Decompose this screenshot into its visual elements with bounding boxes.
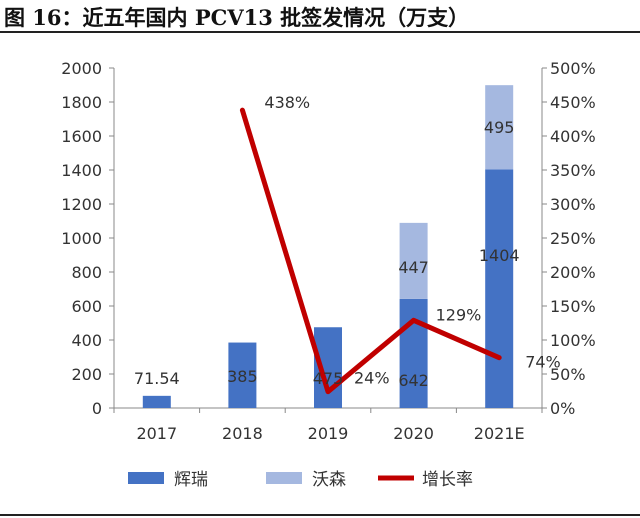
growth-line-group xyxy=(239,107,502,395)
bar-pfizer xyxy=(485,169,514,408)
legend-label: 增长率 xyxy=(422,470,473,490)
legend-swatch xyxy=(128,472,164,484)
data-label-growth: 24% xyxy=(354,369,390,388)
top-rule xyxy=(0,31,640,33)
y-right-tick-label: 500% xyxy=(550,59,596,78)
chart-title: 图 16：近五年国内 PCV13 批签发情况（万支） xyxy=(4,5,470,30)
y-left-tick-label: 800 xyxy=(71,263,102,282)
axes-group: 0 200 400 600 800 1000 1200 1400 1600 1800 2000 0% 5… xyxy=(61,59,595,443)
data-labels-group: 71.54 385 475 642 1404 447 495 438% 24% 129% 74% xyxy=(134,93,561,390)
bar-pfizer xyxy=(399,298,428,408)
x-tick-label: 2021E xyxy=(474,424,525,443)
bar-pfizer xyxy=(142,395,171,408)
data-label-growth: 129% xyxy=(436,305,482,324)
x-tick-label: 2017 xyxy=(136,424,177,443)
x-tick-label: 2019 xyxy=(308,424,349,443)
legend-item-pfizer: 辉瑞 xyxy=(128,470,208,490)
x-tick-label: 2018 xyxy=(222,424,263,443)
legend-label: 沃森 xyxy=(312,470,346,490)
bar-walvax xyxy=(485,85,514,170)
legend-label: 辉瑞 xyxy=(174,470,208,490)
data-label-growth: 438% xyxy=(264,93,310,112)
data-label-pfizer: 71.54 xyxy=(134,369,180,388)
y-right-tick-label: 250% xyxy=(550,229,596,248)
x-tick-label: 2020 xyxy=(393,424,434,443)
y-right-tick-label: 150% xyxy=(550,297,596,316)
legend-item-walvax: 沃森 xyxy=(266,470,346,490)
y-left-tick-label: 1000 xyxy=(61,229,102,248)
y-right-tick-label: 350% xyxy=(550,161,596,180)
legend: 辉瑞 沃森 增长率 xyxy=(128,470,473,490)
data-label-walvax: 447 xyxy=(398,258,429,277)
bottom-rule xyxy=(0,514,640,516)
y-left-tick-label: 400 xyxy=(71,331,102,350)
y-left-tick-label: 1400 xyxy=(61,161,102,180)
y-right-tick-label: 400% xyxy=(550,127,596,146)
data-label-growth: 74% xyxy=(525,353,561,372)
y-left-tick-label: 1600 xyxy=(61,127,102,146)
y-right-tick-label: 50% xyxy=(550,365,586,384)
y-left-tick-label: 1800 xyxy=(61,93,102,112)
y-left-tick-label: 1200 xyxy=(61,195,102,214)
y-left-tick-label: 200 xyxy=(71,365,102,384)
y-right-tick-label: 450% xyxy=(550,93,596,112)
data-label-pfizer: 475 xyxy=(313,369,344,388)
legend-item-growth: 增长率 xyxy=(378,470,473,490)
y-right-tick-label: 100% xyxy=(550,331,596,350)
bars-group xyxy=(142,85,514,408)
growth-rate-line xyxy=(239,107,502,395)
y-left-tick-label: 600 xyxy=(71,297,102,316)
legend-swatch xyxy=(266,472,302,484)
y-right-tick-label: 0% xyxy=(550,399,575,418)
y-left-tick-label: 2000 xyxy=(61,59,102,78)
data-label-pfizer: 385 xyxy=(227,367,258,386)
data-label-walvax: 495 xyxy=(484,118,515,137)
data-label-pfizer: 1404 xyxy=(479,246,520,265)
bar-pfizer xyxy=(228,342,257,408)
y-right-tick-label: 300% xyxy=(550,195,596,214)
y-right-tick-label: 200% xyxy=(550,263,596,282)
data-label-pfizer: 642 xyxy=(398,371,429,390)
y-left-tick-label: 0 xyxy=(92,399,102,418)
bar-walvax xyxy=(399,222,428,299)
